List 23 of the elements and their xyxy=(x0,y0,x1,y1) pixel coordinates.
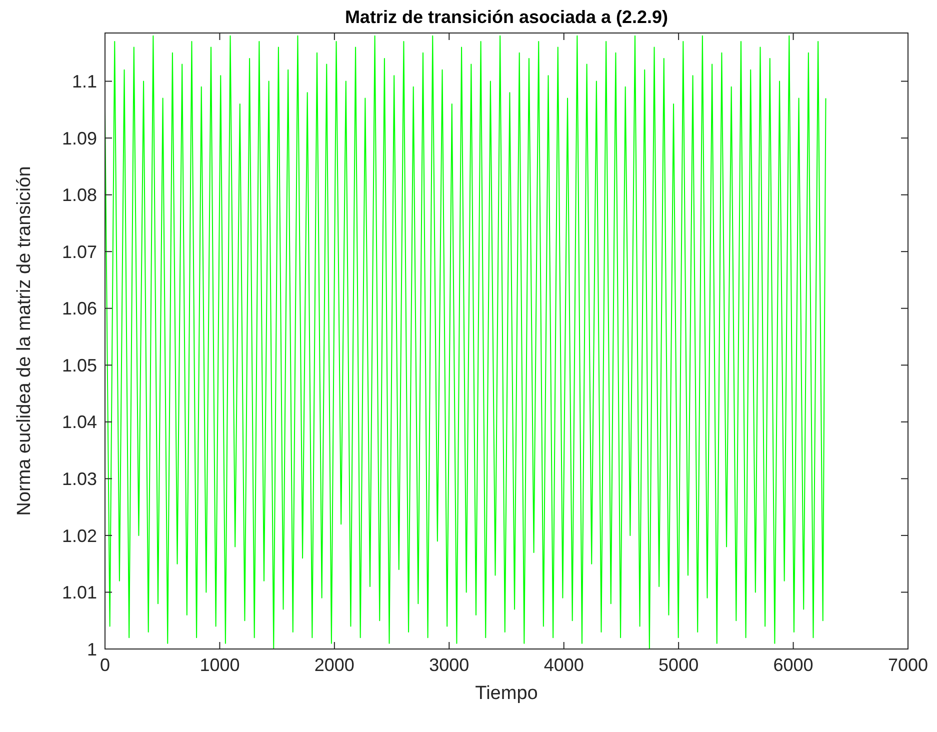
x-tick-label: 7000 xyxy=(888,655,928,675)
y-tick-label: 1.05 xyxy=(62,355,97,376)
y-tick-label: 1 xyxy=(86,639,97,660)
y-tick-label: 1.07 xyxy=(62,242,97,262)
y-tick-label: 1.04 xyxy=(62,412,97,432)
y-axis-title: Norma euclidea de la matriz de transición xyxy=(14,166,35,516)
x-tick-label: 6000 xyxy=(773,655,814,675)
x-tick-label: 4000 xyxy=(544,655,584,675)
x-tick-label: 0 xyxy=(100,655,110,675)
y-tick-label: 1.03 xyxy=(62,468,97,489)
chart-title: Matriz de transición asociada a (2.2.9) xyxy=(344,7,668,27)
x-tick-label: 3000 xyxy=(429,655,470,675)
y-tick-label: 1.06 xyxy=(62,298,97,319)
y-tick-label: 1.02 xyxy=(62,526,97,546)
line-series xyxy=(105,35,826,649)
y-tick-label: 1.08 xyxy=(62,185,97,206)
x-tick-label: 1000 xyxy=(200,655,240,675)
x-tick-label: 2000 xyxy=(314,655,354,675)
y-tick-label: 1.09 xyxy=(62,128,97,148)
x-axis-title: Tiempo xyxy=(475,683,538,704)
y-tick-label: 1.01 xyxy=(62,582,97,603)
x-tick-label: 5000 xyxy=(658,655,699,675)
y-tick-label: 1.1 xyxy=(72,72,97,92)
